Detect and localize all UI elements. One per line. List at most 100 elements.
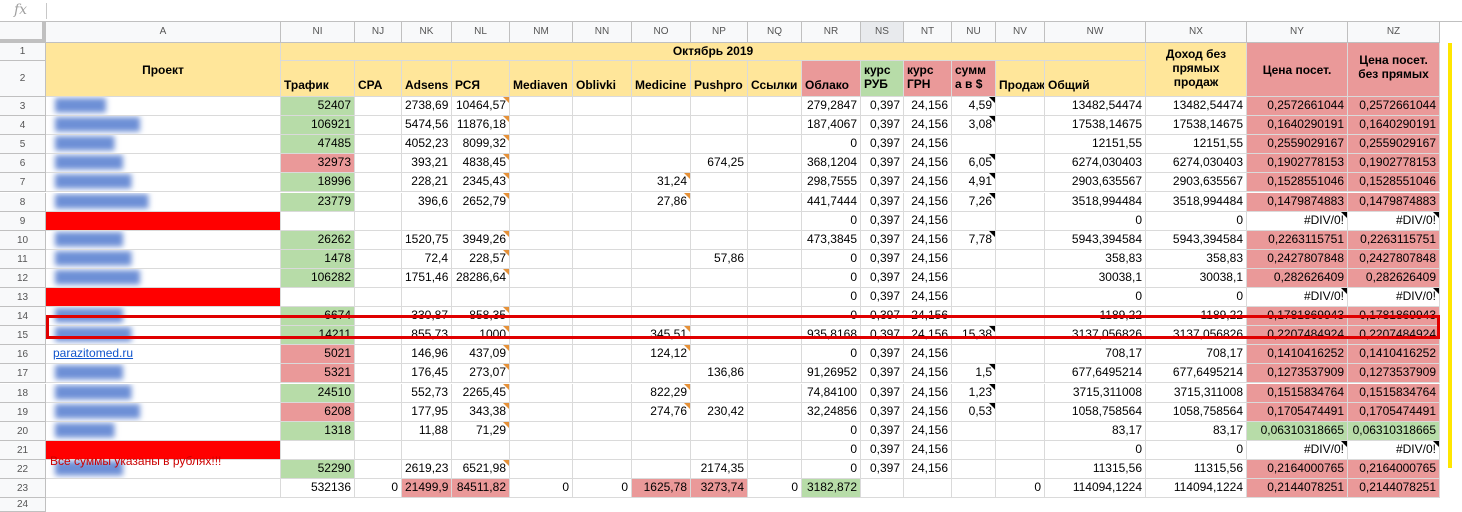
column-header-nu[interactable]: NU — [952, 22, 996, 43]
row-header-11[interactable]: 11 — [0, 249, 46, 269]
cell-nq-5[interactable] — [748, 135, 802, 155]
cell-nq-11[interactable] — [748, 249, 802, 269]
cell-nl-8[interactable]: 2652,79 — [452, 192, 510, 212]
cell-np-21[interactable] — [691, 440, 748, 460]
cell-nn-5[interactable] — [573, 135, 632, 155]
cell-np-22[interactable]: 2174,35 — [691, 459, 748, 479]
cell-nr-3[interactable]: 279,2847 — [802, 97, 861, 117]
cell-nz-18[interactable]: 0,1515834764 — [1348, 383, 1440, 403]
cell-np-6[interactable]: 674,25 — [691, 154, 748, 174]
cell-nm-13[interactable] — [510, 288, 573, 308]
header-14[interactable]: Продаж — [996, 61, 1045, 97]
cell-nw-10[interactable]: 5943,394584 — [1045, 230, 1146, 250]
cell-nq-6[interactable] — [748, 154, 802, 174]
cell-nj-7[interactable] — [355, 173, 402, 193]
cell-nx-19[interactable]: 1058,758564 — [1146, 402, 1247, 422]
month-header-cell[interactable]: Октябрь 2019 — [281, 43, 1146, 61]
cell-nr-15[interactable]: 935,8168 — [802, 326, 861, 346]
cell-nq-14[interactable] — [748, 307, 802, 327]
column-header-nk[interactable]: NK — [402, 22, 452, 43]
cell-nq-18[interactable] — [748, 383, 802, 403]
cell-nv-18[interactable] — [996, 383, 1045, 403]
cell-nx-5[interactable]: 12151,55 — [1146, 135, 1247, 155]
project-name[interactable]: ███████ — [55, 136, 115, 151]
cell-ni-14[interactable]: 6674 — [281, 307, 355, 327]
cell-ni-11[interactable]: 1478 — [281, 249, 355, 269]
project-name[interactable]: █████████ — [55, 174, 132, 189]
header-10[interactable]: Облако — [802, 61, 861, 97]
cell-np-8[interactable] — [691, 192, 748, 212]
cell-no-15[interactable]: 345,51 — [632, 326, 691, 346]
cell-nj-5[interactable] — [355, 135, 402, 155]
cell-nj-16[interactable] — [355, 345, 402, 365]
cell-nr-22[interactable]: 0 — [802, 459, 861, 479]
cell-nk-12[interactable]: 1751,46 — [402, 268, 452, 288]
cell-nm-6[interactable] — [510, 154, 573, 174]
cell-ny-20[interactable]: 0,06310318665 — [1247, 421, 1348, 441]
project-cell-20[interactable]: ███████ — [46, 421, 281, 441]
cell-np-9[interactable] — [691, 211, 748, 231]
cell-nq-15[interactable] — [748, 326, 802, 346]
project-cell-19[interactable]: ██████████ — [46, 402, 281, 422]
cell-nl-13[interactable] — [452, 288, 510, 308]
row-header-16[interactable]: 16 — [0, 345, 46, 365]
cell-ni-12[interactable]: 106282 — [281, 268, 355, 288]
cell-ns-20[interactable]: 0,397 — [861, 421, 904, 441]
project-cell-9[interactable] — [46, 211, 281, 231]
cell-nr-19[interactable]: 32,24856 — [802, 402, 861, 422]
cell-nm-18[interactable] — [510, 383, 573, 403]
row-header-3[interactable]: 3 — [0, 97, 46, 117]
project-cell-16[interactable]: parazitomed.ru — [46, 345, 281, 365]
cell-nt-8[interactable]: 24,156 — [904, 192, 952, 212]
cell-nn-9[interactable] — [573, 211, 632, 231]
cell-nz-10[interactable]: 0,2263115751 — [1348, 230, 1440, 250]
cell-nl-22[interactable]: 6521,98 — [452, 459, 510, 479]
cell-np-3[interactable] — [691, 97, 748, 117]
cell-nq-8[interactable] — [748, 192, 802, 212]
row-header-5[interactable]: 5 — [0, 135, 46, 155]
row-header-13[interactable]: 13 — [0, 288, 46, 308]
cell-nw-16[interactable]: 708,17 — [1045, 345, 1146, 365]
cell-ns-19[interactable]: 0,397 — [861, 402, 904, 422]
cell-nx-22[interactable]: 11315,56 — [1146, 459, 1247, 479]
column-header-ni[interactable]: NI — [281, 22, 355, 43]
cell-nv-22[interactable] — [996, 459, 1045, 479]
cell-nv-21[interactable] — [996, 440, 1045, 460]
cell-nv-10[interactable] — [996, 230, 1045, 250]
cell-nm-8[interactable] — [510, 192, 573, 212]
row-header-4[interactable]: 4 — [0, 116, 46, 136]
project-cell-3[interactable]: ██████ — [46, 97, 281, 117]
cell-nu-7[interactable]: 4,91 — [952, 173, 996, 193]
cell-nw-3[interactable]: 13482,54474 — [1045, 97, 1146, 117]
cell-nv-16[interactable] — [996, 345, 1045, 365]
cell-nu-15[interactable]: 15,38 — [952, 326, 996, 346]
cell-nq-3[interactable] — [748, 97, 802, 117]
cell-ny-16[interactable]: 0,1410416252 — [1247, 345, 1348, 365]
cell-ni-13[interactable] — [281, 288, 355, 308]
cell-nt-7[interactable]: 24,156 — [904, 173, 952, 193]
row-header-10[interactable]: 10 — [0, 230, 46, 250]
cell-nm-4[interactable] — [510, 116, 573, 136]
cell-nr-4[interactable]: 187,4067 — [802, 116, 861, 136]
cell-np-11[interactable]: 57,86 — [691, 249, 748, 269]
cell-no-8[interactable]: 27,86 — [632, 192, 691, 212]
cell-nl-12[interactable]: 28286,64 — [452, 268, 510, 288]
cell-nm-10[interactable] — [510, 230, 573, 250]
cell-nl-4[interactable]: 11876,18 — [452, 116, 510, 136]
cell-nv-19[interactable] — [996, 402, 1045, 422]
cell-ni-10[interactable]: 26262 — [281, 230, 355, 250]
column-header-nm[interactable]: NM — [510, 22, 573, 43]
cell-nt-16[interactable]: 24,156 — [904, 345, 952, 365]
cell-ni-20[interactable]: 1318 — [281, 421, 355, 441]
cell-nv-7[interactable] — [996, 173, 1045, 193]
project-cell-18[interactable]: █████████ — [46, 383, 281, 403]
cell-nu-20[interactable] — [952, 421, 996, 441]
cell-nq-12[interactable] — [748, 268, 802, 288]
cell-nr-14[interactable]: 0 — [802, 307, 861, 327]
cell-nw-22[interactable]: 11315,56 — [1045, 459, 1146, 479]
cell-nu-18[interactable]: 1,23 — [952, 383, 996, 403]
cell-ny-17[interactable]: 0,1273537909 — [1247, 364, 1348, 384]
cell-nr-10[interactable]: 473,3845 — [802, 230, 861, 250]
cell-nq-16[interactable] — [748, 345, 802, 365]
cell-nv-14[interactable] — [996, 307, 1045, 327]
